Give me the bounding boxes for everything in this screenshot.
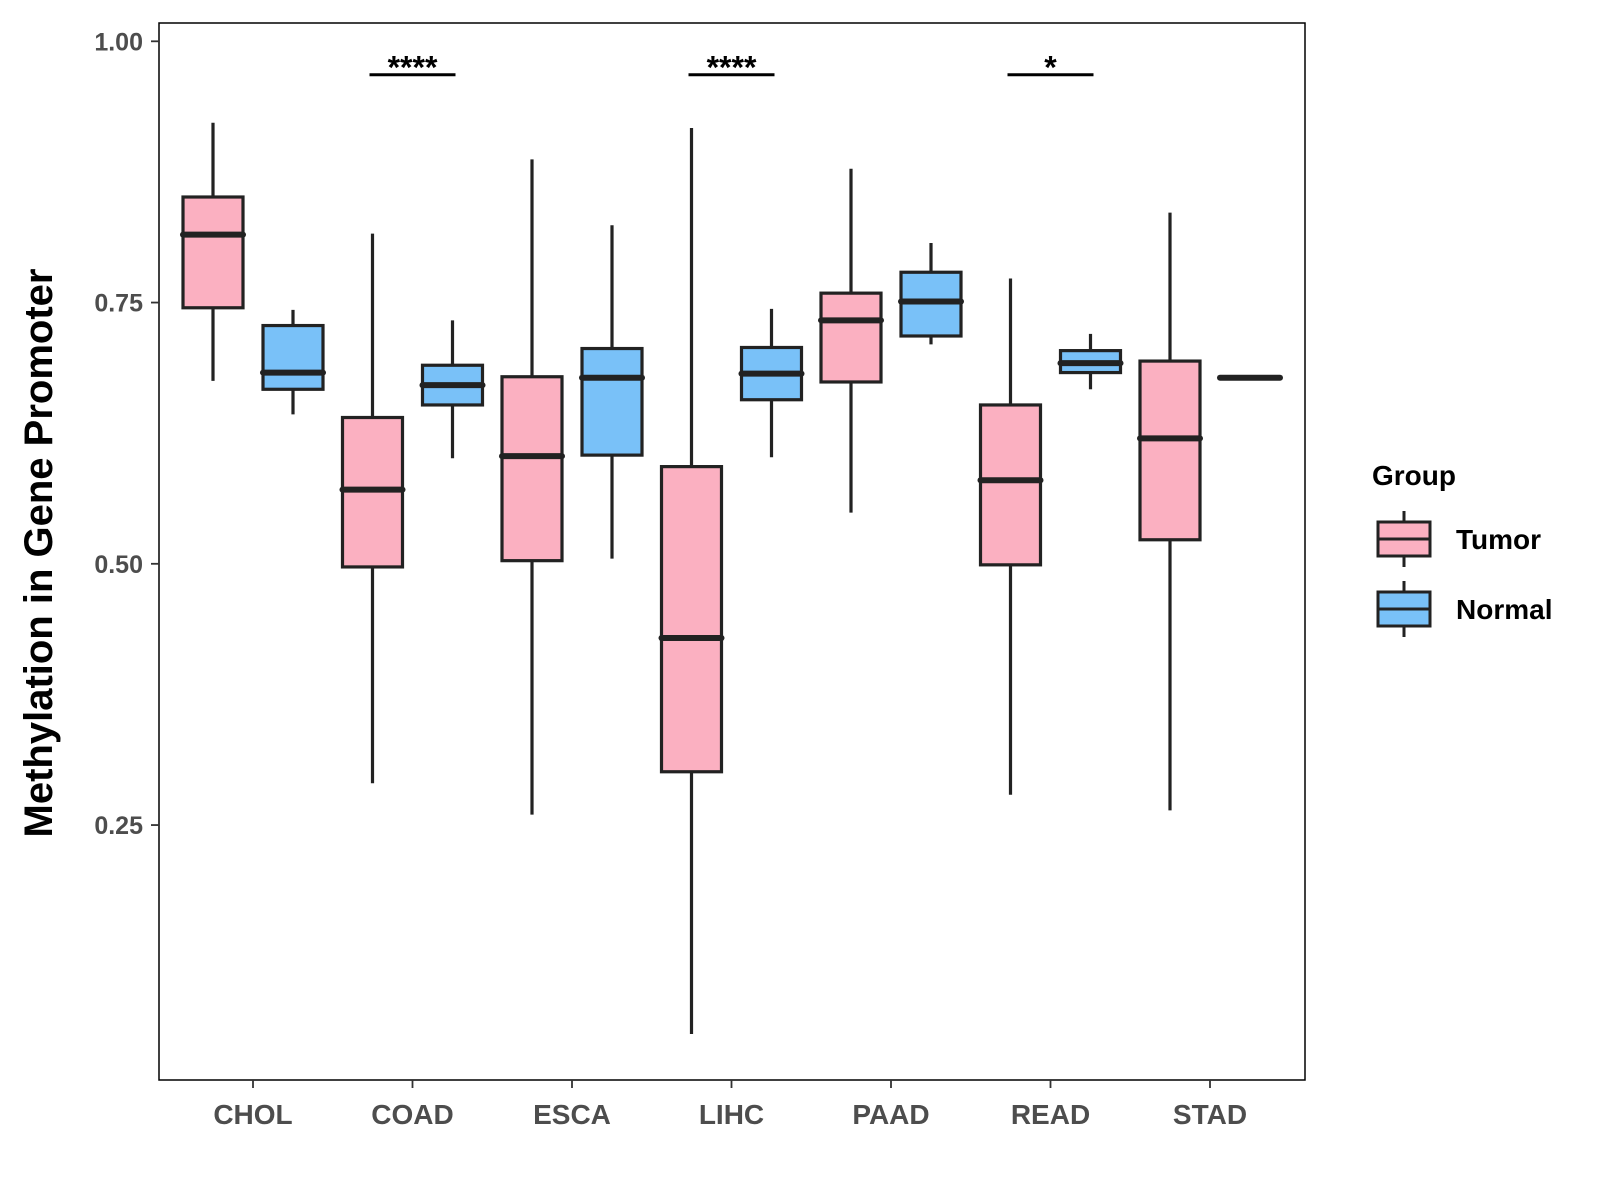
significance-label: ****: [707, 50, 757, 86]
x-tick-label-lihc: LIHC: [699, 1099, 764, 1130]
box-body: [819, 291, 883, 384]
legend-label-tumor: Tumor: [1456, 524, 1541, 555]
x-axis: CHOL COAD ESCA LIHC PAAD READ STAD: [213, 1080, 1247, 1130]
significance-annotations: **** **** *: [369, 50, 1094, 86]
significance-read: *: [1007, 50, 1094, 86]
significance-coad: ****: [369, 50, 456, 86]
y-tick-label: 0.75: [94, 290, 143, 318]
box-tumor-stad: [1137, 212, 1203, 811]
legend-key-normal: [1376, 581, 1432, 637]
significance-label: ****: [388, 50, 438, 86]
box-tumor-esca: [499, 159, 565, 815]
x-tick-label-stad: STAD: [1173, 1099, 1247, 1130]
x-tick-label-esca: ESCA: [533, 1099, 611, 1130]
box-normal-esca: [579, 225, 645, 559]
box-body: [580, 346, 644, 457]
box-body: [261, 323, 325, 391]
y-axis: 0.25 0.50 0.75 1.00: [94, 28, 159, 840]
box-tumor-paad: [818, 168, 884, 513]
box-body: [659, 465, 724, 774]
legend: Group Tumor Normal: [1372, 460, 1552, 637]
box-body: [978, 403, 1043, 567]
legend-label-normal: Normal: [1456, 594, 1552, 625]
y-tick-label: 0.50: [94, 551, 143, 579]
x-tick-label-read: READ: [1011, 1099, 1090, 1130]
box-normal-stad: [1217, 374, 1283, 381]
series-tumor: [180, 122, 1203, 1035]
box-tumor-chol: [180, 122, 246, 381]
plot-area: [158, 22, 1306, 1081]
box-body: [1138, 359, 1202, 542]
y-axis-label: Methylation in Gene Promoter: [17, 269, 61, 838]
x-tick-label-chol: CHOL: [213, 1099, 292, 1130]
x-tick-label-coad: COAD: [371, 1099, 453, 1130]
significance-lihc: ****: [688, 50, 775, 86]
box-tumor-coad: [339, 233, 406, 784]
y-tick-label: 0.25: [94, 812, 143, 840]
legend-title: Group: [1372, 460, 1456, 491]
box-normal-coad: [419, 320, 486, 459]
box-body: [181, 195, 245, 310]
box-series: [180, 122, 1283, 1035]
significance-label: *: [1044, 50, 1057, 86]
box-tumor-lihc: [658, 128, 725, 1035]
box-normal-paad: [898, 242, 964, 345]
y-tick-label: 1.00: [94, 28, 143, 56]
box-normal-lihc: [738, 308, 805, 458]
plot-panel-border: [158, 22, 1306, 1081]
box-tumor-read: [977, 278, 1044, 795]
legend-key-tumor: [1376, 511, 1432, 567]
box-body: [500, 375, 564, 563]
x-tick-label-paad: PAAD: [852, 1099, 929, 1130]
series-normal: [260, 225, 1283, 559]
box-normal-chol: [260, 309, 326, 415]
box-normal-read: [1057, 333, 1124, 390]
